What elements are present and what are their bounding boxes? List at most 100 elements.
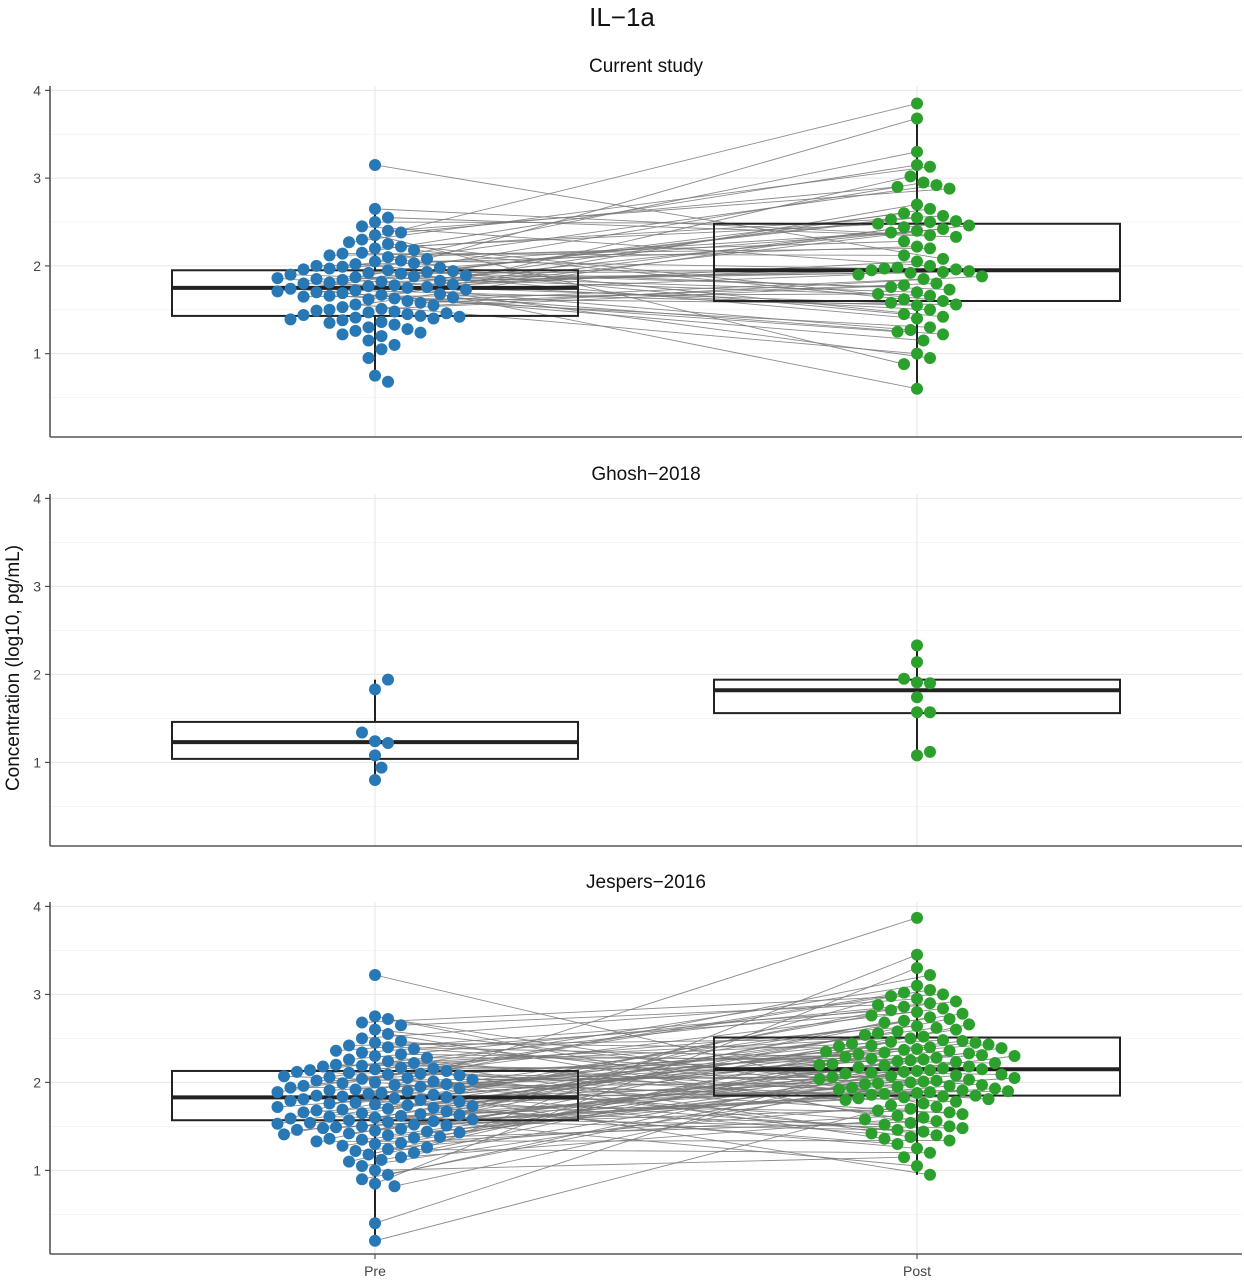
point-pre (356, 1046, 368, 1059)
point-pre (304, 1064, 316, 1077)
point-post (911, 749, 923, 762)
point-pre (356, 1120, 368, 1133)
point-pre (369, 1098, 381, 1111)
point-post (898, 293, 910, 306)
point-pre (369, 749, 381, 762)
paired-line (400, 995, 892, 1130)
point-pre (453, 1082, 466, 1095)
point-post (924, 997, 936, 1010)
point-post (911, 656, 923, 669)
point-post (911, 211, 923, 224)
point-post (924, 160, 936, 173)
point-post (839, 1050, 852, 1063)
point-pre (395, 240, 407, 253)
point-post (826, 1057, 839, 1070)
point-pre (434, 287, 446, 300)
point-post (904, 323, 917, 336)
point-pre (349, 271, 362, 284)
point-post (898, 1065, 910, 1078)
point-pre (369, 229, 381, 242)
point-pre (343, 236, 355, 249)
point-post (950, 1056, 962, 1069)
point-post (898, 279, 910, 292)
point-pre (323, 1084, 336, 1097)
paired-line (361, 164, 918, 254)
point-pre (408, 257, 420, 270)
point-pre (284, 268, 297, 281)
paired-line (426, 118, 918, 260)
point-pre (382, 1168, 394, 1181)
y-tick-label: 3 (33, 986, 41, 1002)
point-pre (369, 255, 381, 268)
point-pre (427, 299, 440, 312)
paired-line (342, 184, 937, 268)
point-pre (356, 1072, 368, 1085)
point-pre (375, 275, 388, 288)
point-post (950, 1095, 962, 1108)
point-pre (414, 1094, 427, 1106)
point-post (930, 1074, 943, 1087)
point-post (930, 1021, 943, 1034)
point-pre (375, 330, 388, 343)
point-pre (323, 1071, 336, 1084)
point-post (904, 1130, 917, 1143)
point-pre (375, 316, 388, 329)
point-post (891, 1123, 904, 1136)
paired-line (426, 175, 911, 288)
point-post (911, 911, 923, 924)
paired-line (439, 1120, 937, 1138)
point-post (956, 1084, 969, 1097)
point-post (911, 240, 923, 253)
paired-line (374, 967, 918, 1185)
point-post (924, 984, 936, 996)
point-pre (382, 1116, 394, 1128)
point-pre (336, 287, 349, 300)
point-pre (466, 1100, 479, 1113)
point-post (982, 1038, 995, 1051)
point-post (924, 677, 936, 690)
point-post (911, 224, 923, 237)
point-post (865, 1039, 878, 1052)
point-pre (284, 313, 297, 326)
point-pre (310, 1089, 323, 1102)
point-post (1002, 1085, 1014, 1098)
point-post (872, 287, 884, 300)
point-pre (356, 1107, 368, 1120)
y-tick-label: 2 (33, 258, 41, 274)
point-pre (460, 283, 472, 296)
point-pre (356, 1173, 368, 1186)
point-post (852, 1061, 865, 1074)
point-pre (336, 314, 349, 327)
point-post (911, 312, 923, 325)
point-post (898, 986, 910, 999)
point-post (969, 1036, 982, 1049)
point-post (976, 1049, 988, 1062)
facet-title: Jespers−2016 (586, 872, 706, 893)
point-pre (427, 1088, 440, 1101)
point-post (976, 1079, 988, 1092)
paired-line (400, 1117, 924, 1158)
point-post (878, 1016, 891, 1029)
point-post (943, 1106, 956, 1119)
point-post (898, 1043, 910, 1056)
point-pre (414, 296, 427, 309)
point-pre (401, 1099, 414, 1112)
point-post (885, 296, 897, 309)
point-post (950, 1023, 962, 1036)
point-pre (453, 1126, 466, 1139)
point-pre (382, 1129, 394, 1142)
point-pre (317, 1122, 329, 1135)
point-post (982, 1093, 995, 1106)
point-post (911, 676, 923, 689)
point-pre (310, 286, 323, 299)
point-post (885, 280, 897, 293)
point-post (924, 1146, 936, 1159)
point-pre (395, 1137, 407, 1150)
point-post (891, 261, 904, 274)
point-pre (421, 1141, 433, 1154)
point-post (878, 1059, 891, 1072)
paired-line (407, 278, 924, 302)
point-pre (414, 1108, 427, 1121)
point-post (846, 1081, 858, 1094)
point-post (872, 217, 884, 230)
